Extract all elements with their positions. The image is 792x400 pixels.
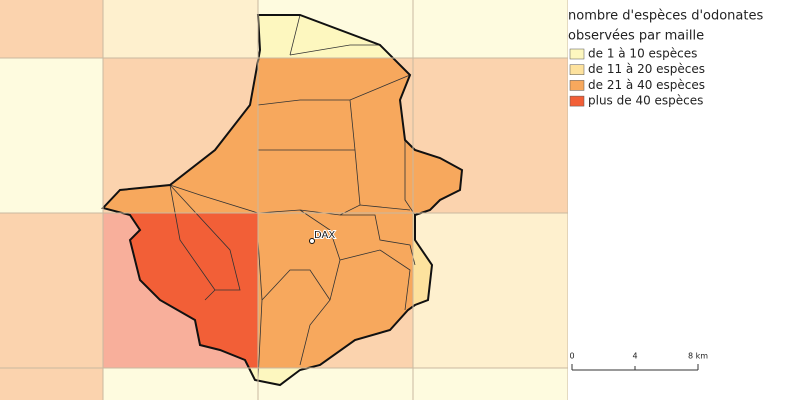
legend-label: de 11 à 20 espèces bbox=[588, 62, 705, 76]
legend-swatch bbox=[569, 64, 585, 75]
legend-title: observées par maille bbox=[568, 29, 704, 44]
legend-swatch bbox=[569, 95, 585, 107]
grid-cell bbox=[0, 58, 103, 213]
grid-cell bbox=[413, 0, 568, 58]
grid-cell bbox=[103, 0, 258, 58]
legend-panel bbox=[568, 0, 792, 400]
legend-label: de 21 à 40 espèces bbox=[588, 78, 705, 92]
legend-swatch bbox=[569, 80, 585, 91]
legend-label: de 1 à 10 espèces bbox=[588, 47, 697, 61]
grid-cell bbox=[0, 0, 103, 58]
scale-label: 8 km bbox=[688, 352, 708, 361]
grid-cell bbox=[0, 213, 103, 368]
scale-bar bbox=[571, 364, 699, 371]
scale-label: 4 bbox=[632, 352, 637, 361]
legend-label: plus de 40 espèces bbox=[588, 94, 703, 108]
grid-cell bbox=[103, 368, 258, 400]
place-label: DAX bbox=[314, 230, 335, 241]
legend-swatch bbox=[569, 48, 585, 60]
place-marker bbox=[309, 238, 315, 244]
scale-label: 0 bbox=[569, 352, 574, 361]
grid-cell bbox=[413, 213, 568, 368]
grid-cell bbox=[413, 368, 568, 400]
grid-cell bbox=[0, 368, 103, 400]
grid-cell bbox=[258, 58, 413, 213]
legend-title: nombre d'espèces d'odonates bbox=[568, 9, 763, 24]
commune-boundaries bbox=[169, 14, 416, 381]
